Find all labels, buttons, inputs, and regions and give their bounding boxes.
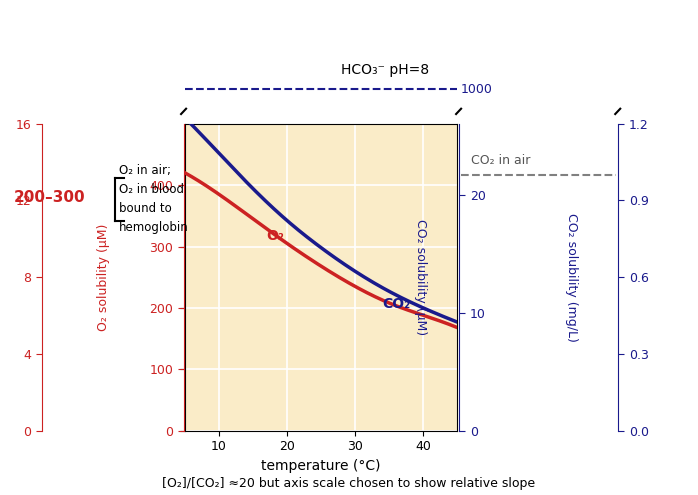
Text: 1000: 1000	[461, 83, 493, 96]
Text: 200–300: 200–300	[14, 190, 86, 204]
Y-axis label: CO₂ solubility (μM): CO₂ solubility (μM)	[414, 219, 427, 335]
Text: CO₂: CO₂	[383, 297, 410, 311]
Text: CO₂ in air: CO₂ in air	[471, 154, 530, 167]
X-axis label: temperature (°C): temperature (°C)	[261, 459, 381, 473]
Y-axis label: O₂ solubility (μM): O₂ solubility (μM)	[98, 224, 110, 331]
Text: [O₂]/[CO₂] ≈20 but axis scale chosen to show relative slope: [O₂]/[CO₂] ≈20 but axis scale chosen to …	[163, 477, 535, 490]
Text: O₂ in air;
O₂ in blood
bound to
hemoglobin: O₂ in air; O₂ in blood bound to hemoglob…	[119, 164, 188, 235]
Y-axis label: CO₂ solubility (mg/L): CO₂ solubility (mg/L)	[565, 213, 578, 342]
Text: HCO₃⁻ pH=8: HCO₃⁻ pH=8	[341, 63, 429, 77]
Text: O₂: O₂	[267, 229, 285, 244]
